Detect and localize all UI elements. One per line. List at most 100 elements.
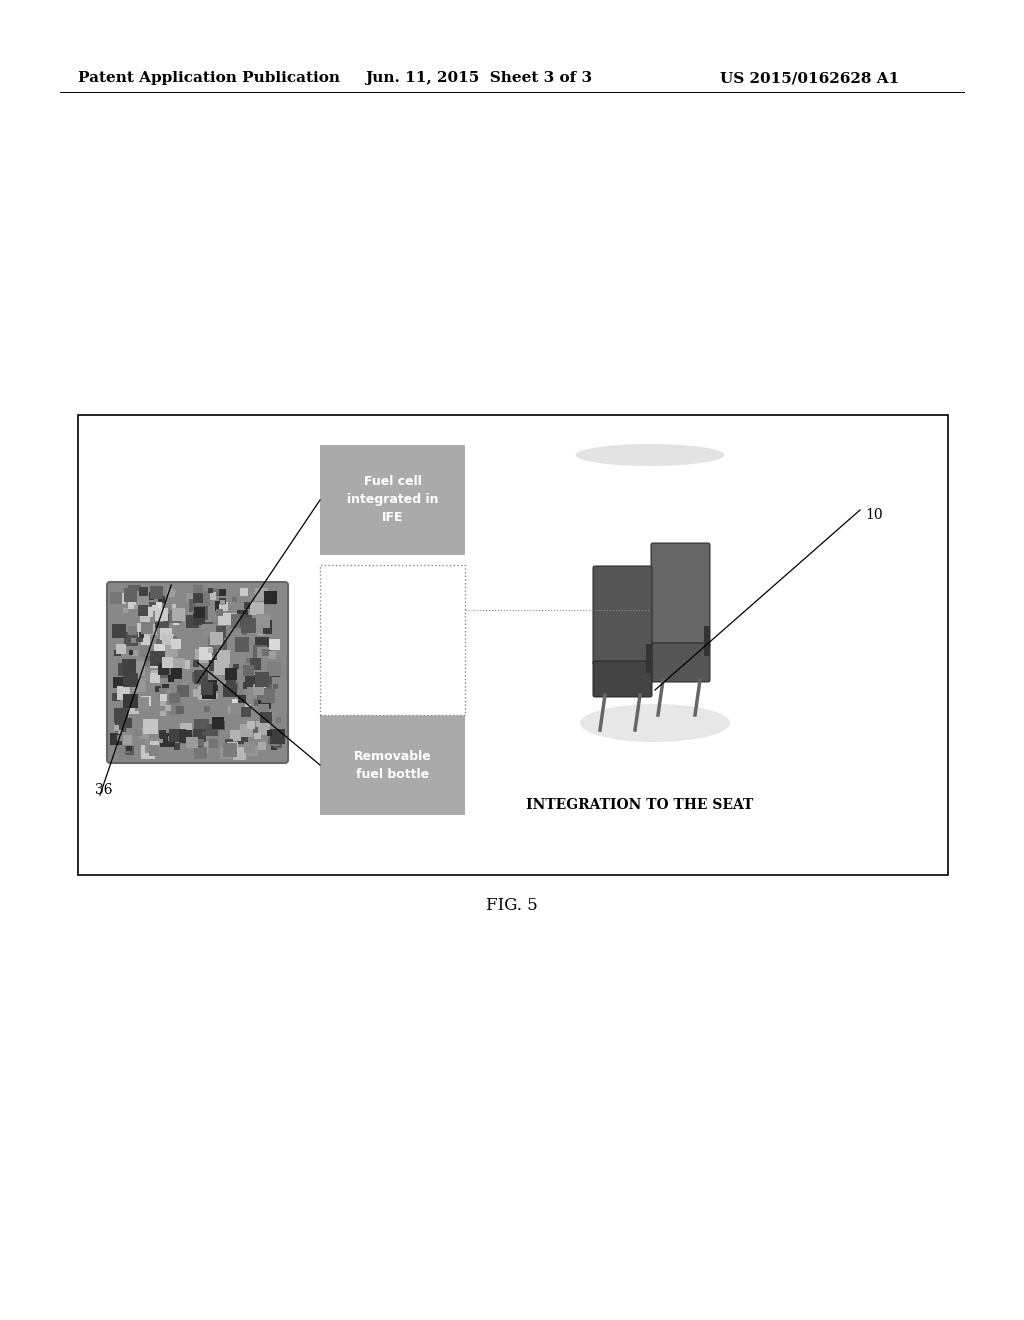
Bar [194,607,205,618]
Bar [646,644,652,673]
Bar [140,696,151,706]
Bar [243,631,247,635]
Bar [194,689,201,697]
Bar [168,735,173,741]
Bar [146,624,157,635]
Bar [136,631,145,639]
Bar [243,665,254,676]
Bar [217,649,230,664]
Bar [124,632,138,645]
Bar [169,702,182,715]
Text: Removable
fuel bottle: Removable fuel bottle [353,750,431,780]
Bar [143,609,148,614]
Bar [129,704,139,714]
FancyBboxPatch shape [593,566,652,665]
Bar [166,690,171,696]
Bar [175,706,184,714]
Text: Jun. 11, 2015  Sheet 3 of 3: Jun. 11, 2015 Sheet 3 of 3 [365,71,592,84]
Bar [226,678,236,688]
Bar [123,693,137,708]
Bar [123,607,128,612]
Bar [160,665,174,678]
Bar [151,669,159,677]
Bar [128,601,136,609]
Bar [161,628,172,640]
Bar [258,620,271,634]
Bar [193,729,206,742]
Bar [167,590,175,597]
Bar [259,622,266,628]
Bar [118,664,131,676]
Bar [195,747,207,759]
Bar [202,628,206,634]
Bar [163,634,174,645]
Bar [199,655,208,663]
Bar [268,651,276,659]
Bar [141,636,150,644]
Bar [169,610,182,623]
Bar [191,672,202,682]
Bar [212,634,224,647]
Bar [195,649,205,659]
Bar [705,626,710,656]
Bar [222,651,226,656]
Bar [112,624,126,639]
Bar [139,587,148,595]
Bar [177,689,181,693]
Bar [220,599,225,605]
Bar [319,715,465,814]
Bar [161,711,166,717]
Bar [229,702,242,714]
Bar [126,591,134,601]
Bar [253,684,263,696]
Bar [134,587,147,601]
Bar [271,738,280,746]
Bar [163,611,167,616]
Bar [147,607,157,616]
Bar [220,747,232,759]
Bar [159,689,170,700]
Bar [123,673,137,686]
Bar [164,647,169,653]
Bar [181,729,186,734]
Bar [269,667,281,677]
Bar [199,647,212,660]
Bar [237,733,248,744]
Bar [186,737,198,748]
Bar [207,680,218,692]
Bar [186,593,195,602]
Bar [114,649,121,656]
Bar [134,605,138,610]
Bar [231,698,239,706]
Bar [209,593,216,599]
Bar [263,591,276,605]
Bar [158,597,165,603]
Text: 36: 36 [95,783,113,797]
Bar [214,645,225,656]
Bar [254,731,261,739]
Bar [319,445,465,554]
Bar [155,686,161,693]
Bar [243,619,254,630]
Bar [137,605,148,615]
Bar [169,616,179,626]
Bar [123,735,132,744]
Bar [203,622,213,632]
Bar [119,746,133,760]
Bar [249,676,255,682]
Bar [211,620,218,627]
Bar [224,668,237,680]
Bar [141,622,153,634]
Bar [225,739,233,747]
Bar [213,626,225,638]
Bar [181,660,190,669]
Bar [122,718,132,727]
Bar [269,665,274,669]
Text: 10: 10 [865,508,883,521]
FancyBboxPatch shape [651,643,710,682]
Bar [214,660,229,676]
Bar [245,744,252,752]
Bar [145,738,160,752]
Bar [247,688,259,700]
Ellipse shape [575,444,724,466]
